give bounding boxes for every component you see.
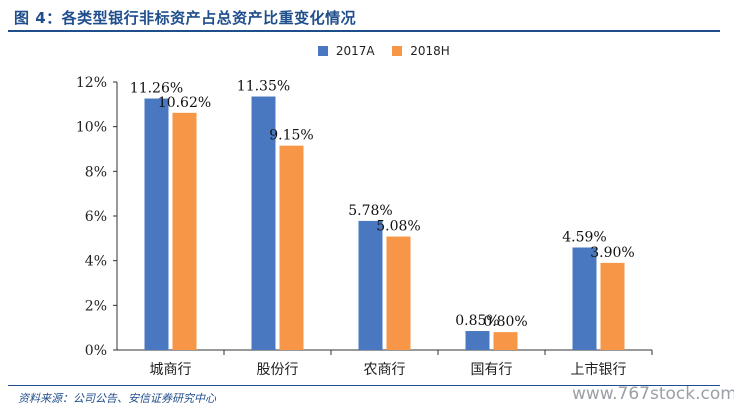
y-tick-label: 10% [76,120,107,136]
legend: 2017A 2018H [318,43,464,59]
x-tick-label: 股份行 [257,362,299,378]
source-note: 资料来源：公司公告、安信证券研究中心 [18,392,216,405]
legend-item-2017: 2017A [318,44,375,58]
x-tick-label: 国有行 [471,362,513,378]
x-tick-label: 上市银行 [571,361,627,378]
legend-item-2018: 2018H [392,43,450,58]
data-label: 9.15% [269,128,313,144]
data-label: 11.35% [237,79,290,95]
x-tick-label: 农商行 [364,362,406,378]
chart-title: 图 4：各类型银行非标资产占总资产比重变化情况 [14,9,357,27]
x-tick-label: 城商行 [150,362,192,378]
y-tick-label: 0% [85,343,107,359]
bar-2017A [572,247,597,350]
data-label: 5.08% [376,219,420,235]
bar-2018H [386,236,411,350]
title-bar: 图 4：各类型银行非标资产占总资产比重变化情况 [8,4,720,32]
legend-swatch-2018 [392,45,403,56]
data-label: 4.59% [562,229,606,245]
data-label: 0.80% [483,314,527,330]
y-tick-label: 12% [76,75,107,91]
bar-2017A [251,96,276,351]
legend-label-2018: 2018H [410,43,450,58]
data-label: 11.26% [130,81,183,97]
y-tick-label: 8% [85,164,107,180]
footer-divider [8,385,720,386]
legend-swatch-2017 [318,45,328,56]
bar-2018H [172,112,197,350]
legend-label-2017: 2017A [335,43,375,58]
y-tick-label: 6% [85,209,107,225]
data-label: 10.62% [158,95,211,111]
y-tick-label: 2% [85,298,107,314]
data-label: 3.90% [590,245,634,261]
y-tick-label: 4% [85,254,107,270]
watermark: www.767stock.com [572,384,734,404]
bar-2018H [279,145,304,350]
bar-2017A [358,220,383,350]
bar-2018H [600,262,625,350]
data-label: 0.85% [455,313,499,329]
bar-2017A [465,331,490,350]
bar-2017A [144,98,169,350]
bar-2018H [493,332,518,350]
data-label: 5.78% [348,203,392,219]
